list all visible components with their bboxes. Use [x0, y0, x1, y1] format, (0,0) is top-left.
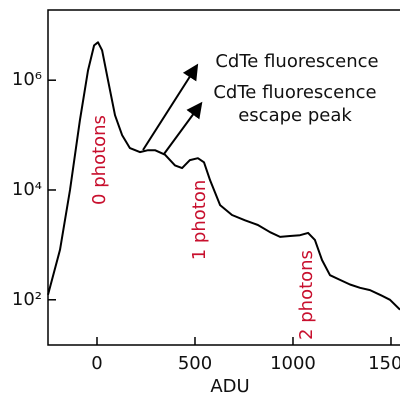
y-tick-label: 10² — [12, 289, 42, 310]
y-tick-label: 10⁶ — [12, 69, 42, 90]
plot-frame — [47, 9, 400, 346]
peak-label: 1 photon — [189, 180, 210, 261]
peak-label: 2 photons — [296, 250, 317, 340]
x-axis-label: ADU — [210, 376, 249, 397]
annotation: CdTe fluorescence — [213, 82, 376, 103]
x-tick-label: 500 — [178, 353, 212, 374]
peak-label: 0 photons — [89, 115, 110, 205]
y-tick-label: 10⁴ — [12, 179, 42, 200]
annotation: CdTe fluorescence — [215, 51, 378, 72]
arrow — [142, 63, 199, 151]
x-tick-label: 1000 — [270, 353, 316, 374]
data-line — [47, 41, 400, 311]
x-tick-label: 1500 — [368, 353, 400, 374]
arrow — [163, 101, 203, 155]
annotation: escape peak — [238, 105, 352, 126]
x-tick-label: 0 — [91, 353, 102, 374]
